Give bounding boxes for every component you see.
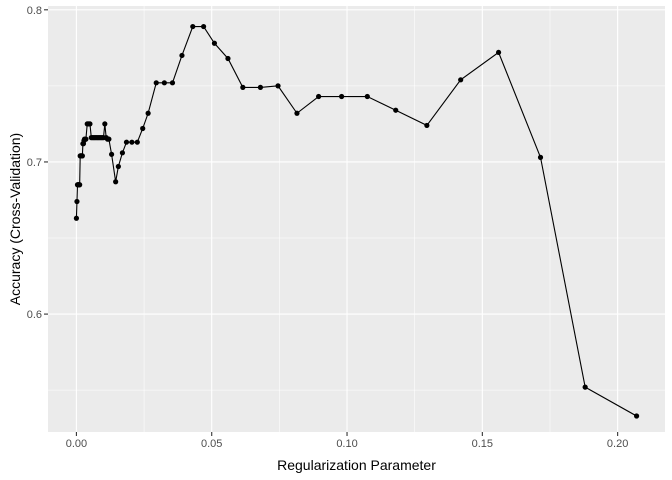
y-tick-label: 0.8 — [27, 5, 42, 17]
data-point — [87, 121, 93, 127]
data-point — [190, 23, 196, 30]
data-point — [225, 55, 231, 62]
data-point — [582, 384, 588, 390]
data-point — [74, 198, 80, 205]
data-point — [364, 93, 370, 100]
major-gridlines — [48, 6, 665, 432]
data-point — [140, 125, 146, 132]
plot-panel — [48, 6, 665, 432]
data-point — [106, 136, 112, 142]
data-point — [537, 154, 544, 160]
data-point — [123, 139, 130, 145]
y-axis-tick-labels: 0.6 0.7 0.8 — [27, 5, 42, 321]
data-point — [339, 93, 345, 100]
data-point — [134, 139, 140, 145]
data-point — [495, 49, 502, 56]
x-axis-title: Regularization Parameter — [277, 457, 436, 473]
data-point — [316, 93, 322, 100]
data-point — [393, 107, 399, 113]
data-point — [424, 122, 430, 129]
data-point — [119, 150, 126, 156]
y-axis-ticks — [44, 9, 48, 315]
data-point — [240, 84, 246, 90]
data-point — [73, 215, 80, 221]
data-point — [153, 80, 159, 86]
x-tick-label: 0.05 — [201, 438, 222, 450]
y-axis-title: Accuracy (Cross-Validation) — [7, 133, 23, 305]
x-axis-ticks — [75, 432, 619, 436]
data-point — [77, 182, 83, 188]
data-point — [201, 23, 207, 30]
x-tick-label: 0.15 — [472, 438, 493, 450]
data-point — [458, 77, 464, 83]
x-axis-tick-labels: 0.00 0.05 0.10 0.15 0.20 — [66, 438, 629, 450]
data-point — [115, 163, 121, 170]
data-point — [145, 110, 151, 116]
data-point — [161, 80, 167, 86]
x-tick-label: 0.00 — [66, 438, 87, 450]
x-tick-label: 0.10 — [336, 438, 357, 450]
data-point — [294, 110, 300, 116]
data-point — [79, 153, 85, 159]
data-point — [633, 413, 640, 419]
data-point — [211, 40, 218, 46]
data-point — [179, 52, 185, 59]
data-point — [102, 121, 108, 127]
data-point — [108, 151, 115, 157]
data-point — [129, 139, 135, 145]
minor-gridlines — [48, 6, 665, 432]
y-tick-label: 0.6 — [27, 309, 42, 321]
data-point — [275, 83, 281, 89]
data-point — [113, 179, 119, 185]
data-point — [169, 80, 176, 86]
x-tick-label: 0.20 — [607, 438, 628, 450]
data-points — [73, 23, 640, 419]
data-point — [257, 84, 264, 90]
y-tick-label: 0.7 — [27, 157, 42, 169]
data-point — [83, 136, 89, 142]
